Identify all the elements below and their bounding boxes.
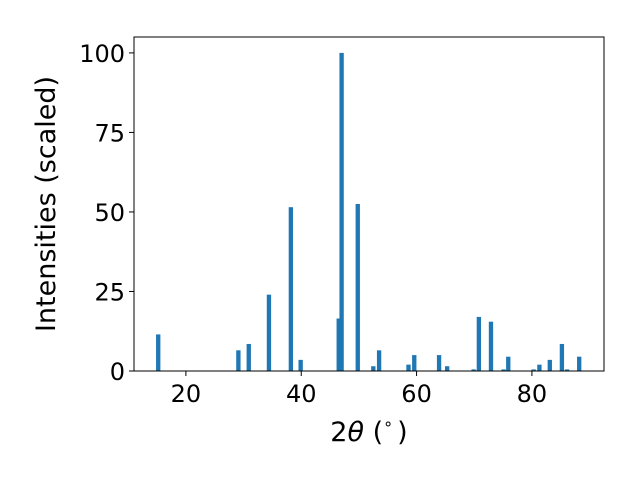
y-tick-label: 100	[79, 40, 125, 68]
bar	[531, 369, 536, 371]
x-axis-label-prefix: 2	[330, 417, 347, 448]
bar	[501, 369, 506, 371]
y-axis-ticks: 0 25 50 75 100	[79, 40, 134, 386]
bar	[336, 318, 341, 371]
x-tick-label: 40	[286, 380, 317, 408]
x-tick-label: 20	[171, 380, 202, 408]
x-axis-label-suffix: (	[364, 417, 383, 448]
bar	[376, 350, 382, 371]
bars-group	[156, 52, 582, 372]
bar	[436, 355, 442, 371]
bar	[298, 359, 303, 371]
x-axis-label-theta: θ	[347, 417, 364, 448]
bar	[564, 369, 570, 371]
bar	[547, 359, 552, 371]
x-axis-label: 2θ (∘)	[330, 414, 407, 448]
y-tick-label: 0	[110, 358, 125, 386]
bar	[488, 321, 494, 371]
bar	[577, 356, 582, 371]
bar	[537, 364, 542, 371]
bar	[444, 366, 450, 371]
x-axis-ticks: 20 40 60 80	[171, 371, 548, 408]
x-tick-label: 80	[517, 380, 548, 408]
x-tick-label: 60	[401, 380, 432, 408]
bar	[471, 369, 476, 371]
bar	[156, 334, 161, 371]
bar	[266, 294, 272, 371]
bar	[339, 52, 344, 372]
bar	[355, 204, 360, 371]
bar	[288, 207, 294, 371]
bar	[406, 364, 411, 371]
y-axis-label: Intensities (scaled)	[31, 76, 62, 332]
bar	[246, 343, 251, 371]
y-tick-label: 50	[94, 199, 125, 227]
plot-frame	[133, 36, 605, 372]
bar	[412, 355, 417, 371]
bar	[371, 366, 376, 371]
bar	[559, 343, 565, 371]
bar	[476, 316, 482, 371]
y-tick-label: 25	[94, 278, 125, 306]
x-axis-label-close: )	[397, 417, 408, 448]
bar	[236, 350, 241, 371]
x-axis-label-degree: ∘	[383, 414, 393, 433]
y-tick-label: 75	[94, 119, 125, 147]
bar	[506, 356, 511, 371]
